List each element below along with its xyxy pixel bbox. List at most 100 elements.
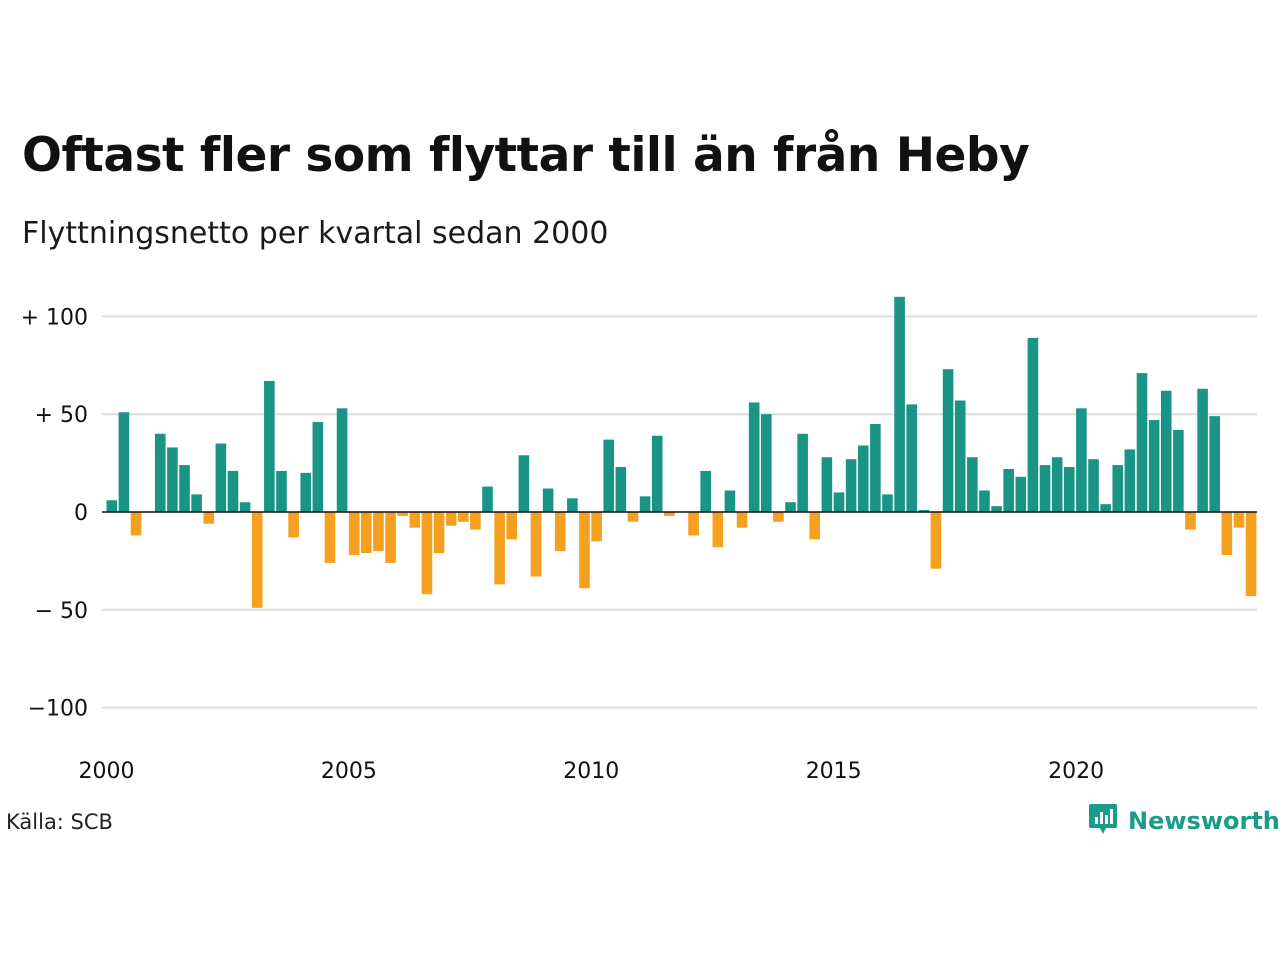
bar-2003-q2 [264, 380, 275, 512]
y-axis-tick-labels: + 100 + 50 0 − 50 −100 [21, 305, 88, 721]
bar-2006-q1 [397, 512, 408, 516]
bar-2013-q2 [748, 402, 760, 512]
y-tick-label: − 50 [35, 599, 88, 624]
bar-2010-q1 [591, 512, 602, 542]
bar-2008-q3 [518, 455, 530, 512]
bar-2012-q1 [688, 512, 699, 536]
bar-2019-q4 [1063, 467, 1075, 512]
bar-2015-q3 [857, 445, 869, 512]
bar-2012-q4 [724, 490, 736, 512]
bar-2007-q1 [445, 512, 457, 526]
bar-2005-q2 [361, 512, 372, 554]
y-tick-label: −100 [28, 697, 88, 722]
bar-2010-q3 [615, 467, 627, 512]
bar-2005-q4 [385, 512, 396, 563]
bar-2018-q1 [979, 490, 990, 512]
x-tick-label: 2000 [79, 759, 135, 784]
bar-2012-q3 [712, 512, 724, 548]
bar-2019-q3 [1051, 457, 1063, 512]
bar-2022-q1 [1173, 429, 1184, 512]
y-tick-label: 0 [74, 501, 88, 526]
bar-2021-q2 [1136, 373, 1148, 512]
bar-2000-q1 [106, 500, 118, 512]
source-label: Källa: SCB [6, 810, 113, 834]
bar-2007-q4 [482, 486, 493, 512]
x-tick-label: 2010 [563, 759, 619, 784]
chart-subtitle: Flyttningsnetto per kvartal sedan 2000 [22, 216, 609, 251]
bar-2011-q3 [664, 512, 675, 516]
x-tick-label: 2020 [1048, 759, 1104, 784]
bar-2014-q1 [785, 502, 796, 512]
bar-2016-q3 [906, 404, 918, 512]
bar-2008-q2 [506, 512, 518, 540]
bar-2020-q1 [1076, 408, 1087, 512]
bar-2021-q4 [1160, 390, 1172, 512]
bar-2008-q4 [530, 512, 542, 577]
bar-2004-q3 [324, 512, 336, 563]
bar-2001-q4 [191, 494, 202, 512]
bar-2010-q2 [603, 439, 615, 512]
bar-2018-q3 [1003, 468, 1014, 512]
bar-2022-q4 [1209, 416, 1221, 512]
bar-2002-q3 [227, 470, 239, 512]
bar-chart: + 100 + 50 0 − 50 −100 2000 2005 2010 2015 2020 [21, 296, 1257, 784]
bar-2002-q1 [203, 512, 215, 524]
bar-2020-q3 [1100, 504, 1111, 512]
bar-2006-q4 [433, 512, 445, 554]
bars [106, 296, 1257, 608]
bar-2017-q4 [967, 457, 978, 512]
bar-2001-q2 [167, 447, 178, 512]
bar-2019-q2 [1039, 465, 1051, 512]
bar-2006-q3 [421, 512, 433, 595]
bar-2017-q2 [942, 369, 954, 512]
bar-2015-q1 [833, 492, 845, 512]
bar-2013-q1 [736, 512, 748, 528]
bar-2014-q2 [797, 433, 808, 512]
x-tick-label: 2015 [806, 759, 862, 784]
bar-2000-q3 [130, 512, 142, 536]
bar-2013-q4 [773, 512, 784, 522]
bar-2004-q2 [312, 422, 324, 512]
bar-2003-q3 [276, 470, 287, 512]
grid-lines [102, 315, 1257, 709]
bar-2017-q1 [930, 512, 942, 569]
bar-2006-q2 [409, 512, 421, 528]
bar-2004-q4 [336, 408, 348, 512]
bar-2020-q2 [1088, 459, 1099, 512]
bar-2016-q4 [918, 510, 930, 512]
bar-2012-q2 [700, 470, 711, 512]
bar-2007-q2 [457, 512, 469, 522]
bar-2002-q4 [239, 502, 251, 512]
bar-2003-q4 [288, 512, 299, 538]
bar-2021-q3 [1148, 420, 1160, 512]
bar-2010-q4 [627, 512, 639, 522]
bar-2007-q3 [470, 512, 481, 530]
bar-2015-q2 [845, 459, 857, 512]
bar-2000-q2 [118, 412, 130, 512]
bar-2001-q3 [179, 465, 190, 512]
bar-2003-q1 [251, 512, 263, 608]
bar-2008-q1 [494, 512, 505, 585]
bar-2009-q3 [567, 498, 578, 512]
bar-2022-q2 [1185, 512, 1196, 530]
brand-logo[interactable]: Newsworthy [1088, 802, 1280, 840]
chart-title: Oftast fler som flyttar till än från Heb… [22, 128, 1030, 183]
bar-2023-q1 [1221, 512, 1233, 556]
brand-name: Newsworthy [1128, 807, 1280, 835]
bar-2005-q1 [348, 512, 360, 556]
bar-2015-q4 [870, 423, 881, 512]
x-axis-tick-labels: 2000 2005 2010 2015 2020 [79, 759, 1105, 784]
bar-2009-q4 [579, 512, 590, 589]
bar-2023-q3 [1245, 512, 1257, 597]
bar-2002-q2 [215, 443, 227, 512]
bar-2005-q3 [373, 512, 384, 552]
bar-2018-q2 [991, 506, 1002, 512]
bar-2022-q3 [1197, 388, 1208, 512]
bar-2017-q3 [954, 400, 966, 512]
bar-2016-q1 [882, 494, 893, 512]
bar-2021-q1 [1124, 449, 1136, 512]
bar-2018-q4 [1015, 476, 1027, 512]
bar-2011-q2 [651, 435, 663, 512]
y-tick-label: + 50 [35, 403, 88, 428]
bar-2004-q1 [300, 472, 312, 512]
